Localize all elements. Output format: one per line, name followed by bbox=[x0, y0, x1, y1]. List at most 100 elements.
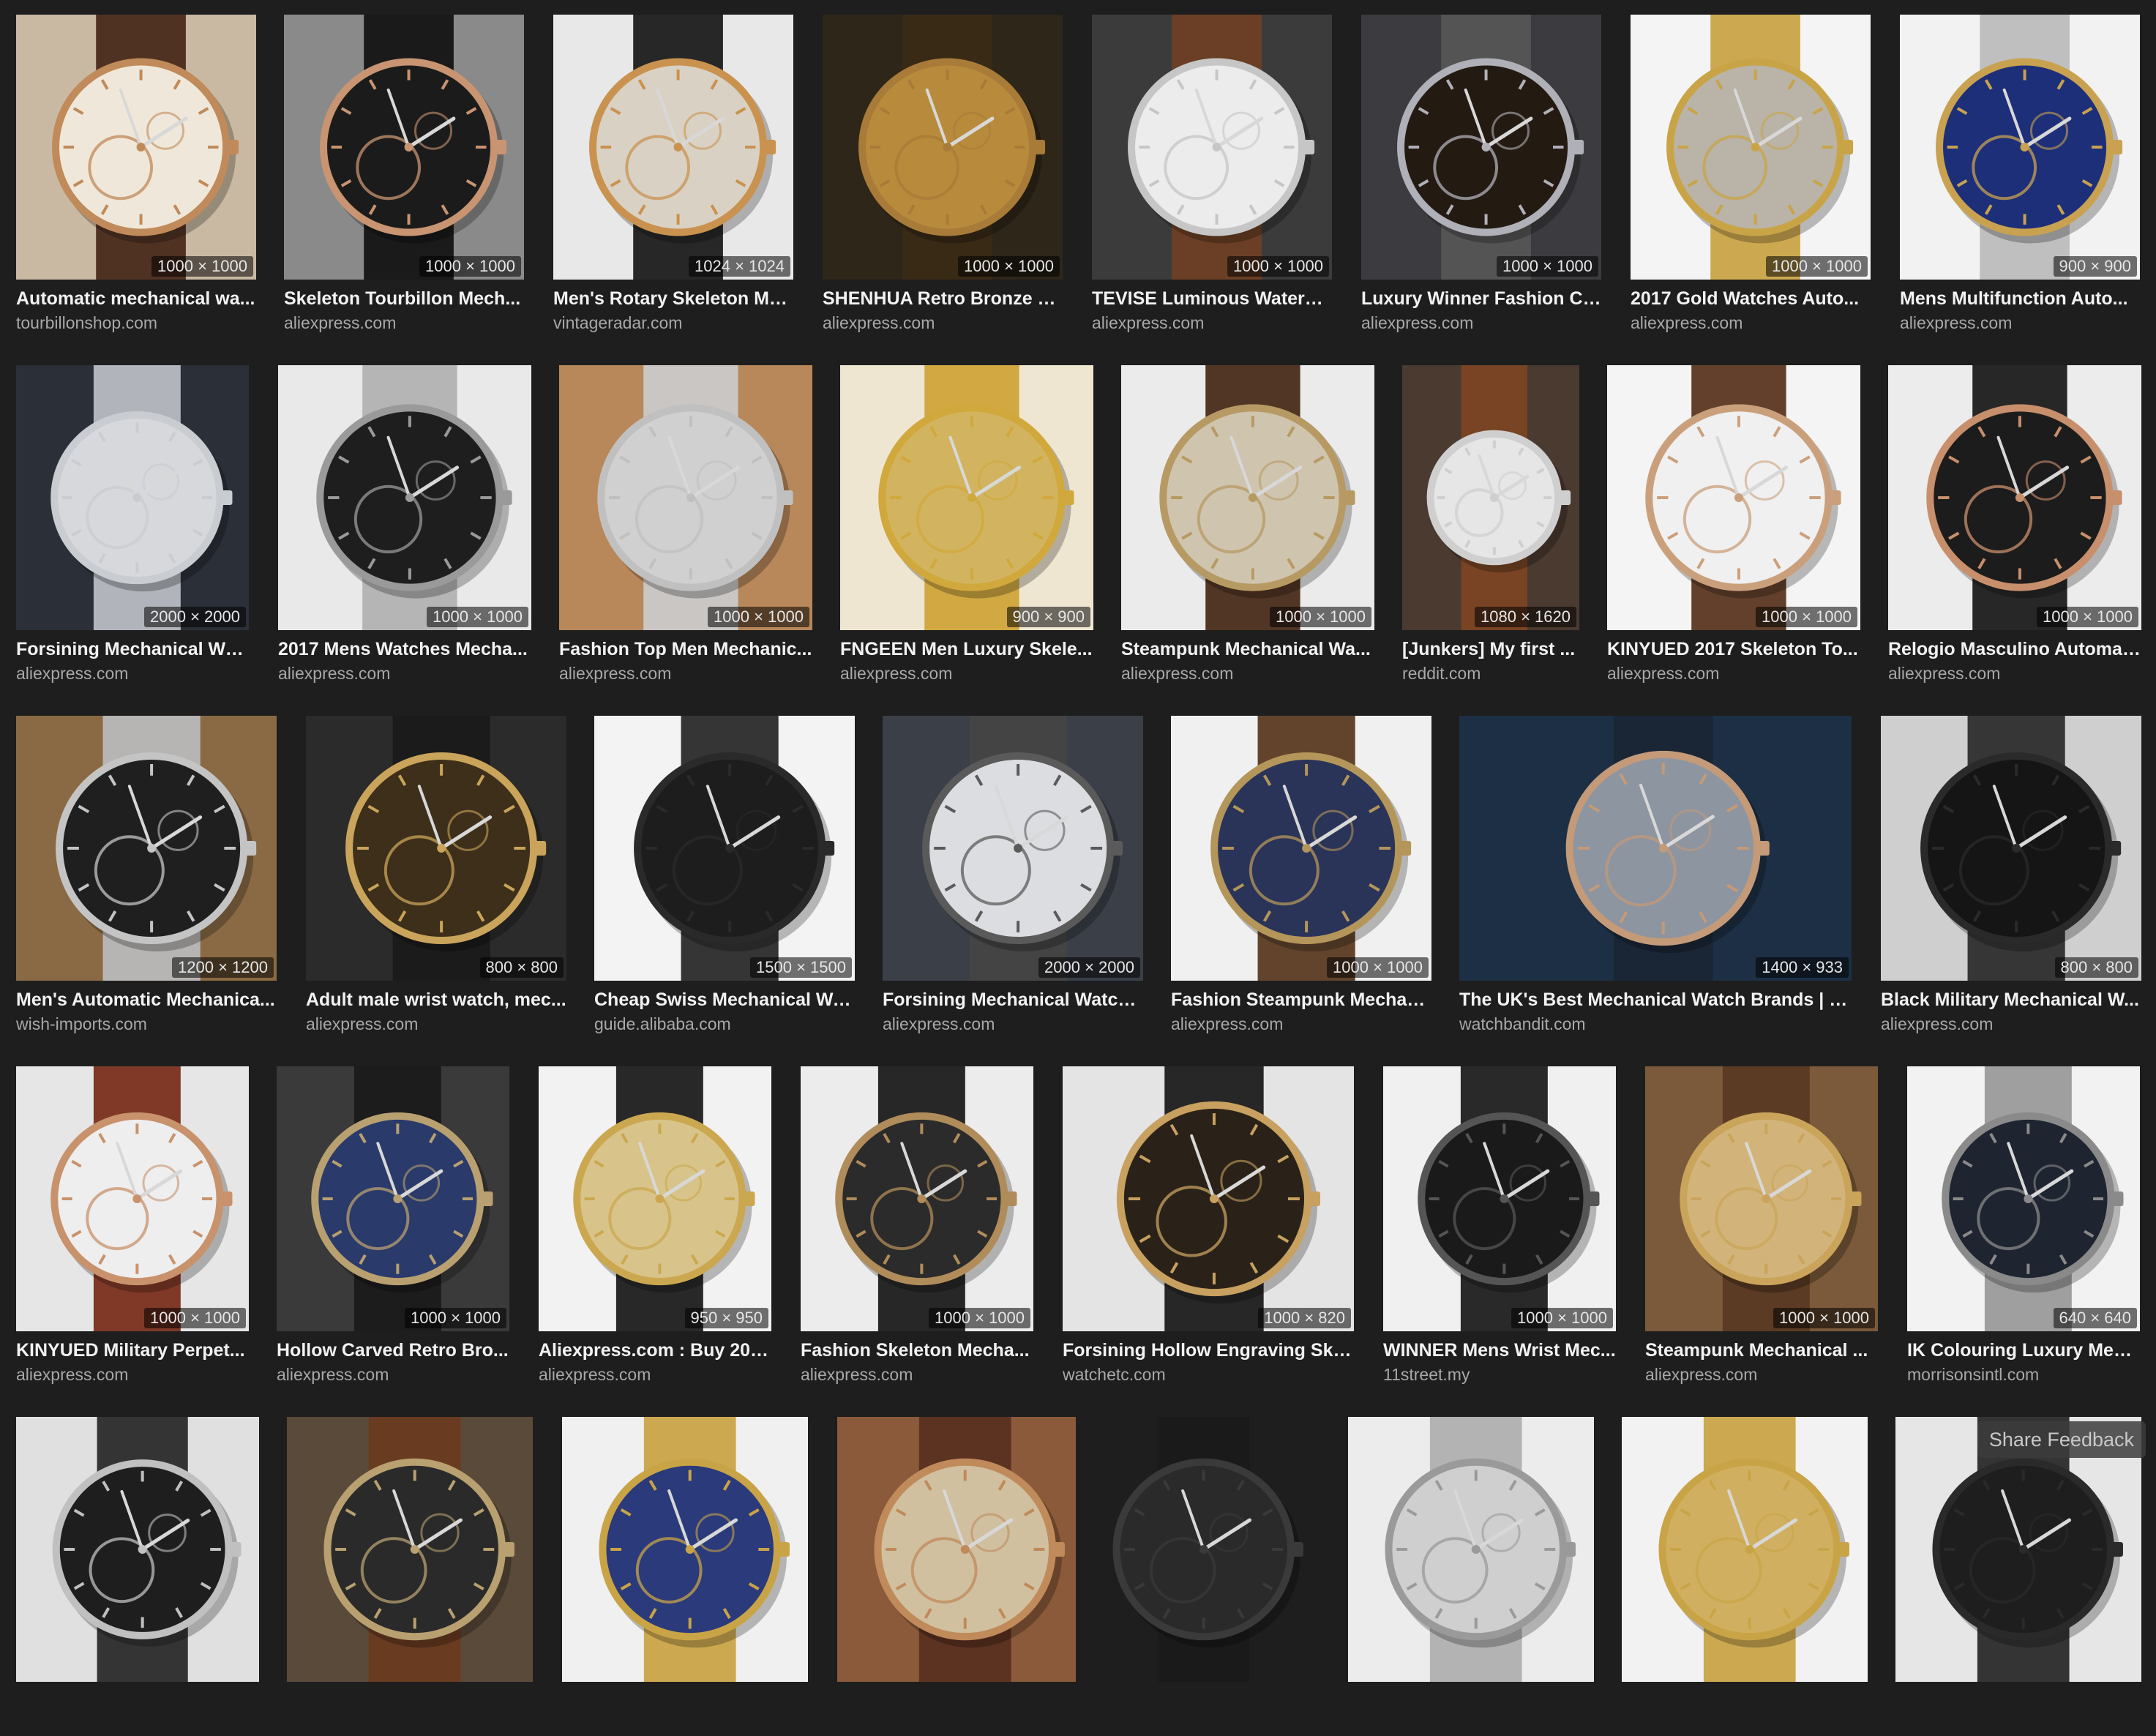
image-thumbnail[interactable]: 1000 × 1000 bbox=[1607, 365, 1860, 630]
result-source-domain[interactable]: aliexpress.com bbox=[1607, 664, 1720, 683]
image-result-tile[interactable]: 900 × 900 Mens Multifunction Auto... aliex… bbox=[1900, 15, 2140, 334]
image-thumbnail[interactable]: 1000 × 1000 bbox=[1092, 15, 1332, 280]
result-source-domain[interactable]: tourbillonshop.com bbox=[16, 313, 158, 332]
image-thumbnail[interactable]: 2000 × 2000 bbox=[16, 365, 249, 630]
result-title-link[interactable]: Steampunk Mechanical Wa... bbox=[1121, 639, 1371, 659]
image-thumbnail[interactable]: 1000 × 1000 bbox=[284, 15, 524, 280]
image-thumbnail[interactable]: 2000 × 2000 bbox=[883, 716, 1143, 981]
result-title-link[interactable]: Forsining Hollow Engraving Ske... bbox=[1063, 1340, 1354, 1361]
image-result-tile[interactable]: 900 × 900 FNGEEN Men Luxury Skele... aliex… bbox=[840, 365, 1093, 684]
image-thumbnail[interactable]: 1000 × 1000 bbox=[559, 365, 812, 630]
result-title-link[interactable]: Men's Automatic Mechanica... bbox=[16, 989, 275, 1010]
result-source-domain[interactable]: aliexpress.com bbox=[1631, 313, 1743, 332]
image-result-tile[interactable]: 640 × 640 IK Colouring Luxury Men'... morr… bbox=[1907, 1066, 2140, 1385]
image-result-tile[interactable]: 1400 × 933 The UK's Best Mechanical Watch… bbox=[1459, 716, 1852, 1035]
image-thumbnail[interactable] bbox=[1622, 1417, 1868, 1682]
result-title-link[interactable]: Aliexpress.com : Buy 201... bbox=[539, 1340, 771, 1361]
result-source-domain[interactable]: aliexpress.com bbox=[840, 664, 953, 683]
image-result-tile[interactable]: 1000 × 820 Forsining Hollow Engraving Ske… bbox=[1063, 1066, 1354, 1385]
image-thumbnail[interactable]: 1024 × 1024 bbox=[553, 15, 793, 280]
image-result-tile[interactable]: 1080 × 1620 [Junkers] My first ... reddit.… bbox=[1402, 365, 1579, 684]
image-result-tile[interactable]: 1024 × 1024 Men's Rotary Skeleton Me... vi… bbox=[553, 15, 793, 334]
image-thumbnail[interactable]: 900 × 900 bbox=[840, 365, 1093, 630]
image-result-tile[interactable] bbox=[16, 1417, 259, 1736]
image-result-tile[interactable] bbox=[1348, 1417, 1594, 1736]
image-thumbnail[interactable]: 1000 × 820 bbox=[1063, 1066, 1354, 1331]
image-result-tile[interactable]: 1000 × 1000 Fashion Top Men Mechanic... al… bbox=[559, 365, 812, 684]
image-result-tile[interactable]: 1000 × 1000 Skeleton Tourbillon Mech... al… bbox=[284, 15, 524, 334]
image-result-tile[interactable] bbox=[1895, 1417, 2141, 1736]
result-source-domain[interactable]: aliexpress.com bbox=[1361, 313, 1474, 332]
result-title-link[interactable]: [Junkers] My first ... bbox=[1402, 639, 1576, 659]
result-source-domain[interactable]: aliexpress.com bbox=[278, 664, 391, 683]
result-title-link[interactable]: Automatic mechanical wa... bbox=[16, 288, 255, 309]
result-source-domain[interactable]: guide.alibaba.com bbox=[594, 1014, 731, 1033]
result-source-domain[interactable]: aliexpress.com bbox=[539, 1365, 651, 1384]
image-thumbnail[interactable] bbox=[837, 1417, 1083, 1682]
image-thumbnail[interactable]: 1500 × 1500 bbox=[594, 716, 855, 981]
result-source-domain[interactable]: vintageradar.com bbox=[553, 313, 683, 332]
image-thumbnail[interactable]: 640 × 640 bbox=[1907, 1066, 2140, 1331]
image-result-tile[interactable] bbox=[1076, 1417, 1322, 1736]
result-title-link[interactable]: 2017 Mens Watches Mecha... bbox=[278, 639, 528, 659]
result-title-link[interactable]: KINYUED Military Perpet... bbox=[16, 1340, 245, 1361]
image-result-tile[interactable]: 1000 × 1000 WINNER Mens Wrist Mec... 11str… bbox=[1383, 1066, 1616, 1385]
result-source-domain[interactable]: aliexpress.com bbox=[16, 664, 129, 683]
result-title-link[interactable]: WINNER Mens Wrist Mec... bbox=[1383, 1340, 1616, 1361]
result-title-link[interactable]: Forsining Mechanical Wri... bbox=[16, 639, 249, 659]
result-source-domain[interactable]: aliexpress.com bbox=[559, 664, 672, 683]
result-title-link[interactable]: Mens Multifunction Auto... bbox=[1900, 288, 2128, 309]
image-thumbnail[interactable]: 1000 × 1000 bbox=[1645, 1066, 1878, 1331]
image-result-tile[interactable]: 1500 × 1500 Cheap Swiss Mechanical Wa... g… bbox=[594, 716, 855, 1035]
result-source-domain[interactable]: aliexpress.com bbox=[1171, 1014, 1284, 1033]
image-result-tile[interactable]: 1000 × 1000 TEVISE Luminous Waterpr... ali… bbox=[1092, 15, 1332, 334]
result-title-link[interactable]: Fashion Steampunk Mechan... bbox=[1171, 989, 1431, 1010]
image-thumbnail[interactable]: 1000 × 1000 bbox=[1171, 716, 1431, 981]
image-thumbnail[interactable] bbox=[562, 1417, 808, 1682]
image-result-tile[interactable] bbox=[1622, 1417, 1868, 1736]
image-result-tile[interactable]: 1000 × 1000 Hollow Carved Retro Bro... ali… bbox=[277, 1066, 509, 1385]
image-result-tile[interactable]: 1000 × 1000 2017 Mens Watches Mecha... ali… bbox=[278, 365, 531, 684]
image-result-tile[interactable]: 1000 × 1000 KINYUED Military Perpet... ali… bbox=[16, 1066, 249, 1385]
image-result-tile[interactable]: 1000 × 1000 Fashion Steampunk Mechan... al… bbox=[1171, 716, 1431, 1035]
image-result-tile[interactable] bbox=[287, 1417, 533, 1736]
result-title-link[interactable]: Luxury Winner Fashion Ca... bbox=[1361, 288, 1601, 309]
result-title-link[interactable]: Fashion Top Men Mechanic... bbox=[559, 639, 812, 659]
image-thumbnail[interactable]: 800 × 800 bbox=[306, 716, 566, 981]
image-result-tile[interactable]: 800 × 800 Black Military Mechanical W... a… bbox=[1881, 716, 2141, 1035]
image-result-tile[interactable]: 2000 × 2000 Forsining Mechanical Watch...… bbox=[883, 716, 1143, 1035]
image-result-tile[interactable]: 950 × 950 Aliexpress.com : Buy 201... alie… bbox=[539, 1066, 771, 1385]
image-result-tile[interactable]: 1000 × 1000 Steampunk Mechanical Wa... ali… bbox=[1121, 365, 1374, 684]
image-thumbnail[interactable] bbox=[1076, 1417, 1322, 1682]
image-result-tile[interactable]: 1000 × 1000 Relogio Masculino Automat... a… bbox=[1888, 365, 2141, 684]
result-title-link[interactable]: Hollow Carved Retro Bro... bbox=[277, 1340, 509, 1361]
image-result-tile[interactable]: 2000 × 2000 Forsining Mechanical Wri... al… bbox=[16, 365, 249, 684]
result-source-domain[interactable]: aliexpress.com bbox=[1092, 313, 1205, 332]
image-thumbnail[interactable]: 1000 × 1000 bbox=[277, 1066, 509, 1331]
image-result-tile[interactable]: 1000 × 1000 SHENHUA Retro Bronze S... alie… bbox=[823, 15, 1063, 334]
image-result-tile[interactable]: 1200 × 1200 Men's Automatic Mechanica... w… bbox=[16, 716, 277, 1035]
result-source-domain[interactable]: wish-imports.com bbox=[16, 1014, 147, 1033]
result-source-domain[interactable]: aliexpress.com bbox=[16, 1365, 129, 1384]
result-source-domain[interactable]: aliexpress.com bbox=[823, 313, 935, 332]
image-thumbnail[interactable] bbox=[287, 1417, 533, 1682]
image-result-tile[interactable]: 1000 × 1000 Luxury Winner Fashion Ca... al… bbox=[1361, 15, 1601, 334]
result-source-domain[interactable]: watchetc.com bbox=[1063, 1365, 1166, 1384]
result-source-domain[interactable]: aliexpress.com bbox=[277, 1365, 389, 1384]
image-thumbnail[interactable]: 1000 × 1000 bbox=[1383, 1066, 1616, 1331]
image-thumbnail[interactable]: 1000 × 1000 bbox=[801, 1066, 1033, 1331]
image-thumbnail[interactable]: 950 × 950 bbox=[539, 1066, 771, 1331]
result-title-link[interactable]: 2017 Gold Watches Auto... bbox=[1631, 288, 1860, 309]
image-result-tile[interactable] bbox=[562, 1417, 808, 1736]
result-source-domain[interactable]: aliexpress.com bbox=[883, 1014, 995, 1033]
result-title-link[interactable]: Skeleton Tourbillon Mech... bbox=[284, 288, 521, 309]
result-title-link[interactable]: Forsining Mechanical Watch... bbox=[883, 989, 1143, 1010]
result-source-domain[interactable]: aliexpress.com bbox=[1888, 664, 2001, 683]
image-result-tile[interactable]: 800 × 800 Adult male wrist watch, mec... a… bbox=[306, 716, 566, 1035]
image-thumbnail[interactable]: 1000 × 1000 bbox=[278, 365, 531, 630]
result-title-link[interactable]: FNGEEN Men Luxury Skele... bbox=[840, 639, 1093, 659]
image-result-tile[interactable]: 1000 × 1000 Steampunk Mechanical ... aliex… bbox=[1645, 1066, 1878, 1385]
image-result-tile[interactable]: 1000 × 1000 2017 Gold Watches Auto... alie… bbox=[1631, 15, 1871, 334]
image-result-tile[interactable] bbox=[837, 1417, 1083, 1736]
image-thumbnail[interactable]: 900 × 900 bbox=[1900, 15, 2140, 280]
